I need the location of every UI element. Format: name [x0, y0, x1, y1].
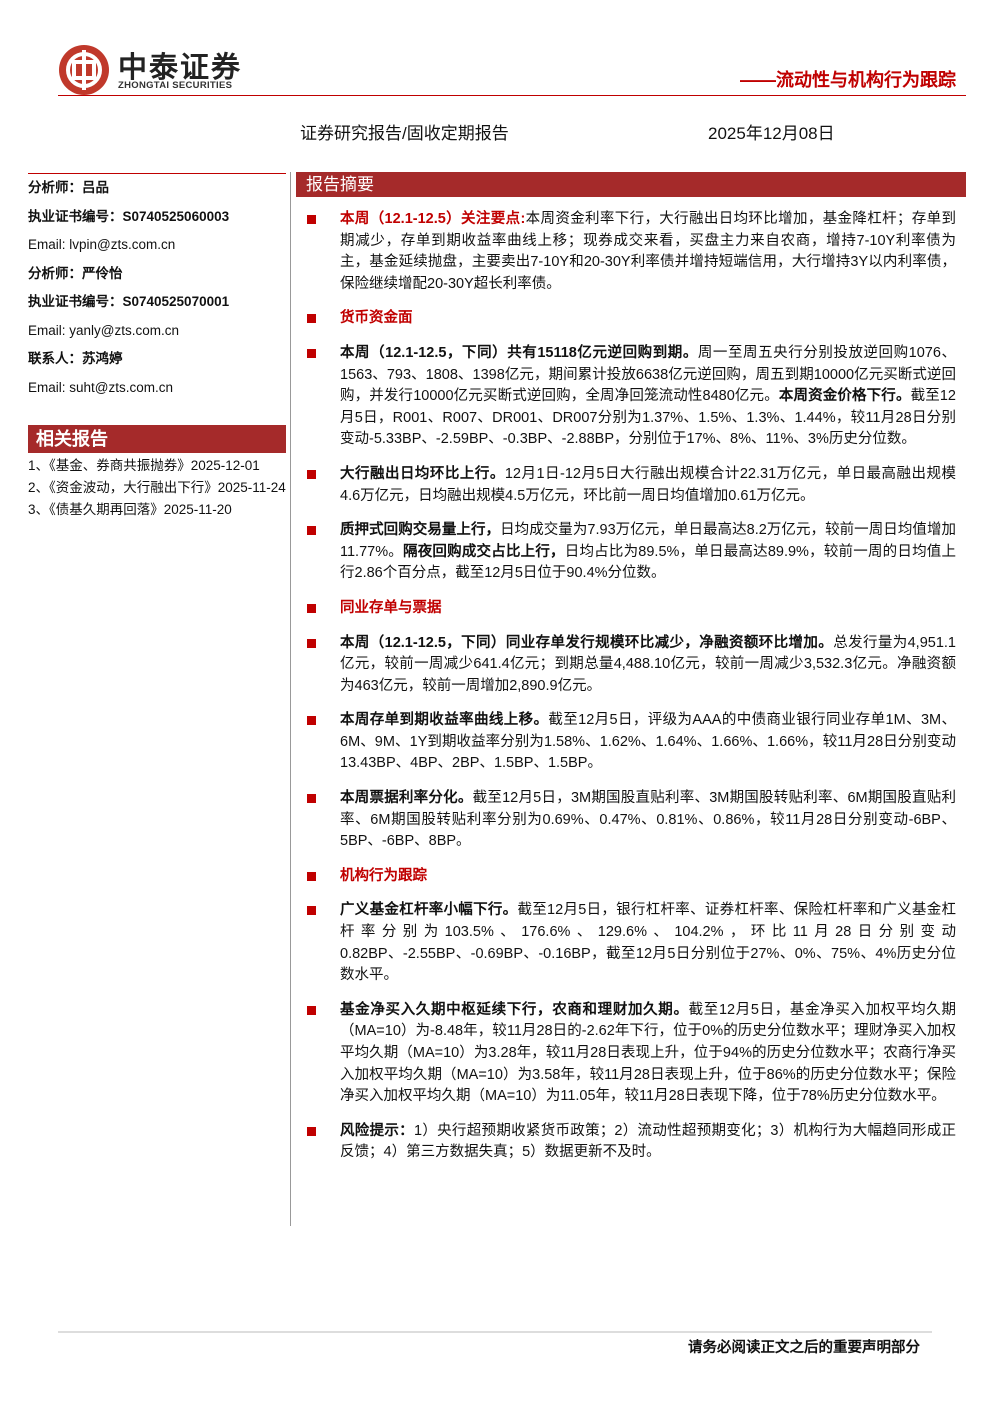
footer-rule — [58, 1331, 932, 1333]
contact-label: Email: — [28, 322, 70, 338]
contact-label: Email: — [28, 379, 70, 395]
paragraph: 质押式回购交易量上行，日均成交量为7.93万亿元，单日最高达8.2万亿元，较前一… — [304, 520, 956, 585]
paragraph: 本周（12.1-12.5，下同）同业存单发行规模环比减少，净融资额环比增加。总发… — [304, 633, 956, 698]
paragraph: 大行融出日均环比上行。12月1日-12月5日大行融出规模合计22.31万亿元，单… — [304, 464, 956, 507]
contact-label: Email: — [28, 237, 70, 252]
bullet — [307, 215, 316, 224]
related-report: 3、《债基久期再回落》2025-11-20 — [28, 502, 232, 517]
bullet — [307, 906, 316, 916]
bullet — [307, 1005, 316, 1015]
contact-label: 分析师： — [28, 265, 82, 281]
section-heading: 同业存单与票据 — [304, 598, 956, 620]
contacts: 分析师：吕品 执业证书编号：S0740525060003 Email: lvpin@… — [28, 174, 286, 402]
footer-notice: 请务必阅读正文之后的重要声明部分 — [688, 1340, 920, 1356]
contact-row: 分析师：严伶怡 — [28, 260, 286, 289]
text-run: 12月1日-12月5日大行融出规模合计22.31万亿元，单日最高融出规模4.6万… — [340, 465, 956, 504]
contact-row: Email: yanly@zts.com.cn — [28, 317, 286, 346]
report-date: 2025年12月08日 — [708, 124, 835, 143]
text-run: 基金净买入久期中枢延续下行，农商和理财加久期。 — [340, 1001, 689, 1018]
text-run: 本周（12.1-12.5，下同）同业存单发行规模环比减少，净融资额环比增加。 — [340, 634, 834, 651]
bullet — [307, 603, 316, 613]
heading-text: 货币资金面 — [340, 310, 413, 327]
text-run: 质押式回购交易量上行， — [340, 522, 501, 539]
contact-value: S0740525060003 — [122, 208, 230, 224]
text-run: 本周资金价格下行。 — [778, 388, 911, 405]
paragraph: 广义基金杠杆率小幅下行。截至12月5日，银行杠杆率、证券杠杆率、保险杠杆率和广义… — [304, 900, 956, 986]
text-run: 日均占比为89.5%，单日最高达89.9%，较前一周的日均值上行2.86个百分点… — [340, 543, 956, 582]
sidebar-rule — [28, 173, 286, 174]
contact-row: 分析师：吕品 — [28, 174, 286, 203]
logo-name: 中泰证券 — [118, 52, 243, 84]
paragraph: 本周票据利率分化。截至12月5日，3M期国股直贴利率、3M期国股转贴利率、6M期… — [304, 788, 956, 853]
series-title: ——流动性与机构行为跟踪 — [740, 70, 956, 90]
contact-label: 执业证书编号： — [28, 294, 123, 309]
bullet — [307, 638, 316, 648]
logo-mark — [59, 45, 109, 95]
section-heading: 货币资金面 — [304, 308, 956, 330]
contact-value: suht@zts.com.cn — [69, 379, 174, 395]
heading-text: 同业存单与票据 — [340, 599, 442, 616]
contact-value: S0740525070001 — [122, 294, 230, 309]
header-rule — [58, 95, 966, 96]
bullet — [307, 716, 316, 726]
paragraph: 风险提示：1）央行超预期收紧货币政策；2）流动性超预期变化；3）机构行为大幅趋同… — [304, 1121, 956, 1164]
contact-row: 联系人：苏鸿婷 — [28, 345, 286, 374]
heading-text: 机构行为跟踪 — [340, 867, 427, 884]
contact-value: 苏鸿婷 — [82, 351, 123, 366]
column-divider — [290, 172, 291, 1226]
bullet — [307, 794, 316, 804]
text-run: 大行融出日均环比上行。 — [340, 465, 505, 482]
summary-items: 本周（12.1-12.5）关注要点:本周资金利率下行，大行融出日均环比增加，基金… — [296, 197, 966, 1164]
text-run: 周一至周五央行分别投放逆回购1076、1563、793、1808、1398亿元，… — [340, 344, 956, 405]
text-run: 风险提示： — [340, 1122, 414, 1139]
text-run: 本周（12.1-12.5）关注要点: — [340, 211, 526, 227]
text-run: 本周（12.1-12.5，下同）共有15118亿元逆回购到期。 — [340, 344, 698, 361]
related-list: 1、《基金、券商共振抛券》2025-12-01 2、《资金波动，大行融出下行》20… — [28, 456, 286, 519]
bullet — [307, 526, 316, 536]
paragraph: 基金净买入久期中枢延续下行，农商和理财加久期。截至12月5日，基金净买入加权平均… — [304, 1000, 956, 1108]
related-title: 相关报告 — [28, 425, 286, 453]
contact-row: 执业证书编号：S0740525060003 — [28, 203, 286, 232]
contact-label: 执业证书编号： — [28, 208, 123, 224]
contact-row: 执业证书编号：S0740525070001 — [28, 288, 286, 317]
text-run: 截至12月5日，基金净买入加权平均久期（MA=10）为-8.48年，较11月28… — [340, 1001, 956, 1105]
bullet — [307, 1126, 316, 1136]
summary: 报告摘要 本周（12.1-12.5）关注要点:本周资金利率下行，大行融出日均环比… — [296, 172, 966, 1177]
text-run: 截至12月5日，评级为AAA的中债商业银行同业存单1M、3M、6M、9M、1Y到… — [340, 712, 956, 772]
text-run: 日均成交量为7.93万亿元，单日最高达8.2万亿元，较前一周日均值增加11.77… — [340, 522, 956, 560]
paragraph: 本周（12.1-12.5）关注要点:本周资金利率下行，大行融出日均环比增加，基金… — [304, 209, 956, 295]
related-report: 2、《资金波动，大行融出下行》2025-11-24 — [28, 480, 286, 495]
contact-row: Email: lvpin@zts.com.cn — [28, 231, 286, 260]
text-run: 截至12月5日，3M期国股直贴利率、3M期国股转贴利率、6M期国股直贴利率、6M… — [340, 790, 956, 850]
report-type: 证券研究报告/固收定期报告 — [300, 124, 509, 143]
paragraph: 本周（12.1-12.5，下同）共有15118亿元逆回购到期。周一至周五央行分别… — [304, 343, 956, 451]
contact-value: 严伶怡 — [82, 265, 123, 281]
text-run: 本周存单到期收益率曲线上移。 — [340, 712, 549, 729]
related-report: 1、《基金、券商共振抛券》2025-12-01 — [28, 458, 260, 473]
text-run: 截至12月5日，R001、R007、DR001、DR007分别为1.37%、1.… — [340, 388, 956, 448]
contact-value: lvpin@zts.com.cn — [69, 237, 176, 252]
sidebar: 分析师：吕品 执业证书编号：S0740525060003 Email: lvpin@… — [28, 173, 286, 519]
bullet — [307, 348, 316, 358]
logo-subtitle: ZHONGTAI SECURITIES — [118, 80, 233, 91]
text-run: 隔夜回购成交占比上行， — [403, 543, 565, 560]
text-run: 本周票据利率分化。 — [340, 790, 473, 807]
bullet — [307, 469, 316, 479]
contact-label: 联系人： — [28, 351, 82, 366]
contact-row: Email: suht@zts.com.cn — [28, 374, 286, 403]
paragraph: 本周存单到期收益率曲线上移。截至12月5日，评级为AAA的中债商业银行同业存单1… — [304, 710, 956, 775]
text-run: 1）央行超预期收紧货币政策；2）流动性超预期变化；3）机构行为大幅趋同形成正反馈… — [340, 1122, 956, 1161]
bullet — [307, 314, 316, 324]
bullet — [307, 871, 316, 881]
text-run: 本周资金利率下行，大行融出日均环比增加，基金降杠杆；存单到期减少，存单到期收益率… — [340, 211, 956, 292]
text-run: 广义基金杠杆率小幅下行。 — [340, 902, 518, 919]
contact-label: 分析师： — [28, 180, 82, 195]
contact-value: 吕品 — [82, 180, 109, 195]
summary-title: 报告摘要 — [296, 172, 966, 197]
text-run: 总发行量为4,951.1亿元，较前一周减少641.4亿元；到期总量4,488.1… — [340, 634, 956, 694]
contact-value: yanly@zts.com.cn — [69, 322, 179, 338]
section-heading: 机构行为跟踪 — [304, 866, 956, 888]
text-run: 截至12月5日，银行杠杆率、证券杠杆率、保险杠杆率和广义基金杠杆率分别为103.… — [340, 902, 956, 984]
